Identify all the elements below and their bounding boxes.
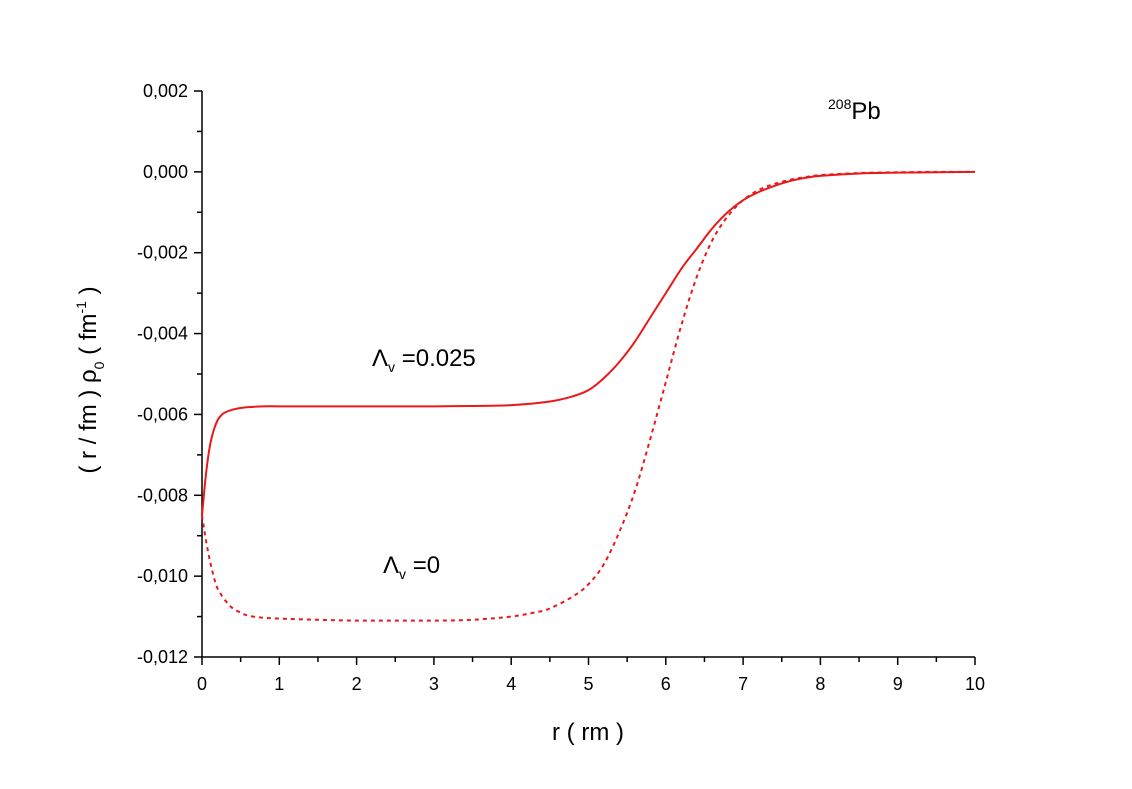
y-axis-title-part3: ) <box>75 286 102 301</box>
series-label-lambda-0025: Λv =0.025 <box>372 345 476 375</box>
axes <box>194 90 976 665</box>
y-tick-label: -0,008 <box>137 485 188 505</box>
series-line-lambda-0025 <box>201 170 976 516</box>
series-label-lambda-0-symbol: Λ <box>383 552 399 579</box>
series-layer <box>201 170 976 622</box>
series-line-lambda-0 <box>201 170 976 622</box>
series-label-lambda-0025-sub: v <box>388 359 395 375</box>
y-axis-title-part1: ( r / fm ) <box>75 383 102 474</box>
nucleus-label: 208Pb <box>828 96 881 125</box>
x-tick-labels: 0 1 2 3 4 5 6 7 8 9 10 <box>197 674 985 694</box>
y-axis-title-rho-sub: 0 <box>91 361 107 369</box>
series-label-lambda-0: Λv =0 <box>383 552 440 582</box>
y-axis-title-exp: -1 <box>73 301 89 314</box>
nucleus-mass-number: 208 <box>828 96 852 112</box>
x-axis-title: r ( rm ) <box>552 719 624 746</box>
y-tick-label: -0,004 <box>137 324 188 344</box>
x-tick-label: 1 <box>274 674 284 694</box>
y-tick-label: -0,006 <box>137 404 188 424</box>
series-label-lambda-0025-symbol: Λ <box>372 345 388 372</box>
x-tick-label: 9 <box>893 674 903 694</box>
x-tick-label: 4 <box>506 674 516 694</box>
x-tick-label: 2 <box>352 674 362 694</box>
y-axis-title: ( r / fm ) ρ0 ( fm-1 ) <box>73 286 107 473</box>
x-tick-label: 7 <box>738 674 748 694</box>
x-tick-label: 8 <box>815 674 825 694</box>
series-label-lambda-0-sub: v <box>399 566 406 582</box>
y-tick-label: -0,002 <box>137 243 188 263</box>
x-tick-label: 0 <box>197 674 207 694</box>
x-tick-label: 6 <box>661 674 671 694</box>
y-tick-label: -0,010 <box>137 566 188 586</box>
x-tick-label: 3 <box>429 674 439 694</box>
nucleus-symbol: Pb <box>851 98 880 125</box>
y-tick-label: 0,000 <box>143 162 188 182</box>
y-tick-labels: 0,002 0,000 -0,002 -0,004 -0,006 -0,008 -0,010… <box>137 81 188 667</box>
y-tick-label: -0,012 <box>137 647 188 667</box>
series-label-lambda-0-value: =0 <box>406 552 440 579</box>
series-label-lambda-0025-value: =0.025 <box>395 345 476 372</box>
y-axis-title-part2: ( fm <box>75 314 102 362</box>
y-axis-title-rho: ρ <box>75 369 102 383</box>
x-tick-label: 5 <box>583 674 593 694</box>
y-tick-label: 0,002 <box>143 81 188 101</box>
x-tick-label: 10 <box>965 674 985 694</box>
